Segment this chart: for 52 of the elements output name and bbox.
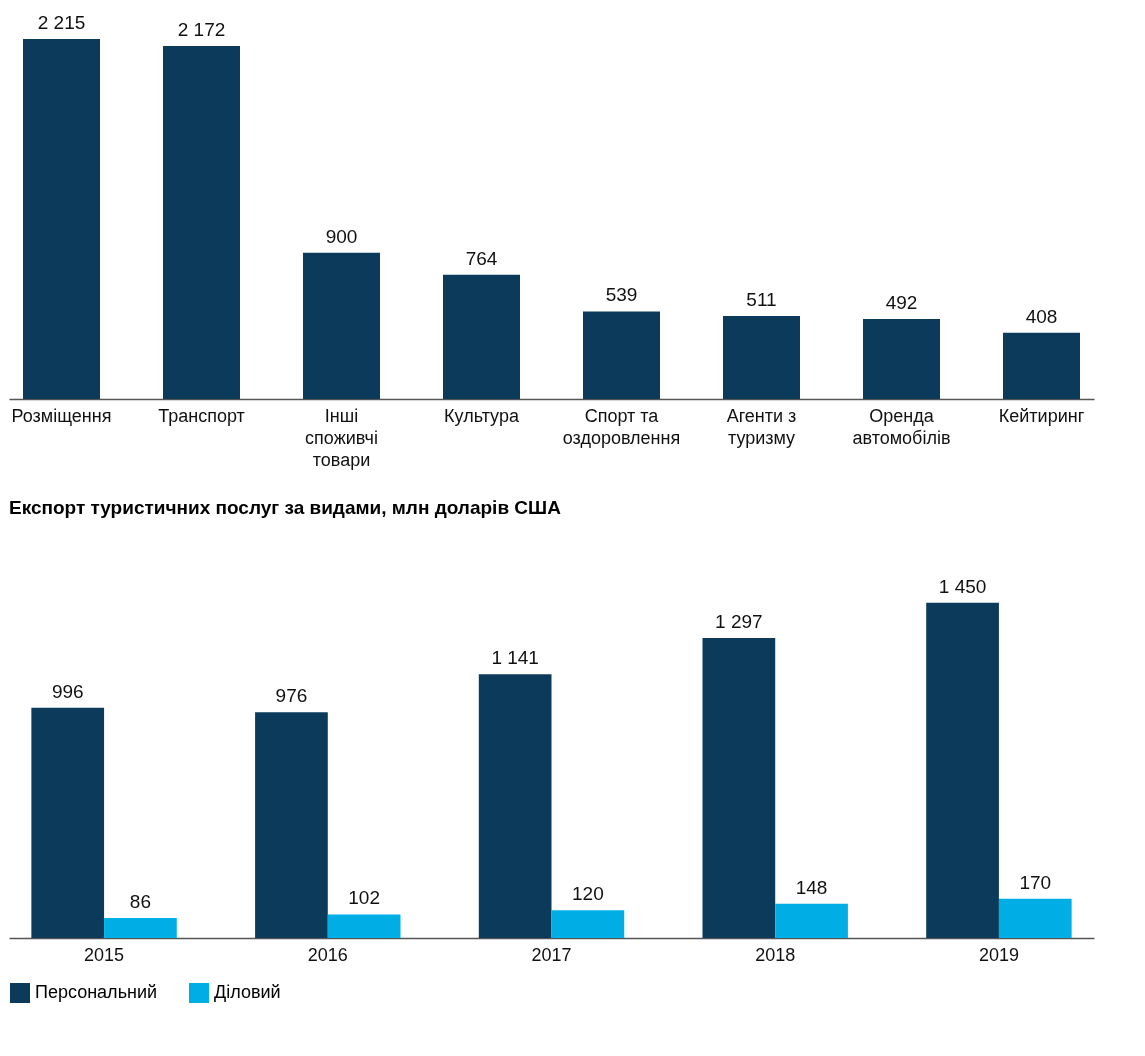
bar [303,252,380,399]
bar [1003,332,1080,399]
x-tick-label: 2017 [531,944,572,965]
data-label: 120 [572,883,604,905]
data-label: 900 [325,225,358,247]
x-tick-label: 2015 [84,944,125,965]
data-label: 86 [129,891,151,913]
legend-label: Персональний [35,982,158,1002]
data-label: 2 215 [37,12,86,34]
legend-label: Діловий [214,982,281,1002]
x-tick-label: Транспорт [158,405,245,426]
bar [863,319,940,399]
bar [31,707,105,938]
bar [998,898,1072,938]
bar [327,914,401,938]
bar [255,712,328,938]
data-label: 764 [465,247,498,269]
data-label: 408 [1025,305,1058,327]
x-tick-label: Оренда автомобілів [852,405,951,448]
data-label: 1 141 [491,647,539,669]
x-tick-label: 2018 [755,944,796,965]
data-label: 2 172 [177,19,226,41]
x-tick-label: 2016 [307,944,348,965]
bar [23,39,100,399]
bar [702,638,776,938]
data-label: 996 [51,680,84,702]
data-label: 1 297 [715,611,763,633]
data-label: 148 [795,876,828,898]
x-tick-label: Кейтиринг [998,405,1085,426]
bar [551,910,625,938]
data-label: 102 [348,887,380,909]
x-tick-label: Культура [444,405,520,426]
bar [104,918,177,938]
bar [926,602,999,938]
data-label: 539 [605,284,638,306]
x-tick-label: Спорт та оздоровлення [562,405,681,448]
x-tick-label: Розміщення [11,405,112,426]
bar [443,274,520,399]
bar [163,46,240,399]
data-label: 976 [275,685,308,707]
bar [723,315,800,399]
x-tick-label: Інші споживчі товари [305,405,378,470]
data-label: 170 [1019,871,1052,893]
data-label: 492 [885,292,918,314]
bar [478,674,552,938]
x-tick-label: 2019 [978,944,1019,965]
data-label: 1 450 [938,575,987,597]
bar [775,903,848,938]
x-tick-label: Агенти з туризму [726,405,797,448]
chart-title: Експорт туристичних послуг за видами, млн доларів США [9,497,562,518]
data-label: 511 [746,288,777,310]
bar [583,311,660,399]
